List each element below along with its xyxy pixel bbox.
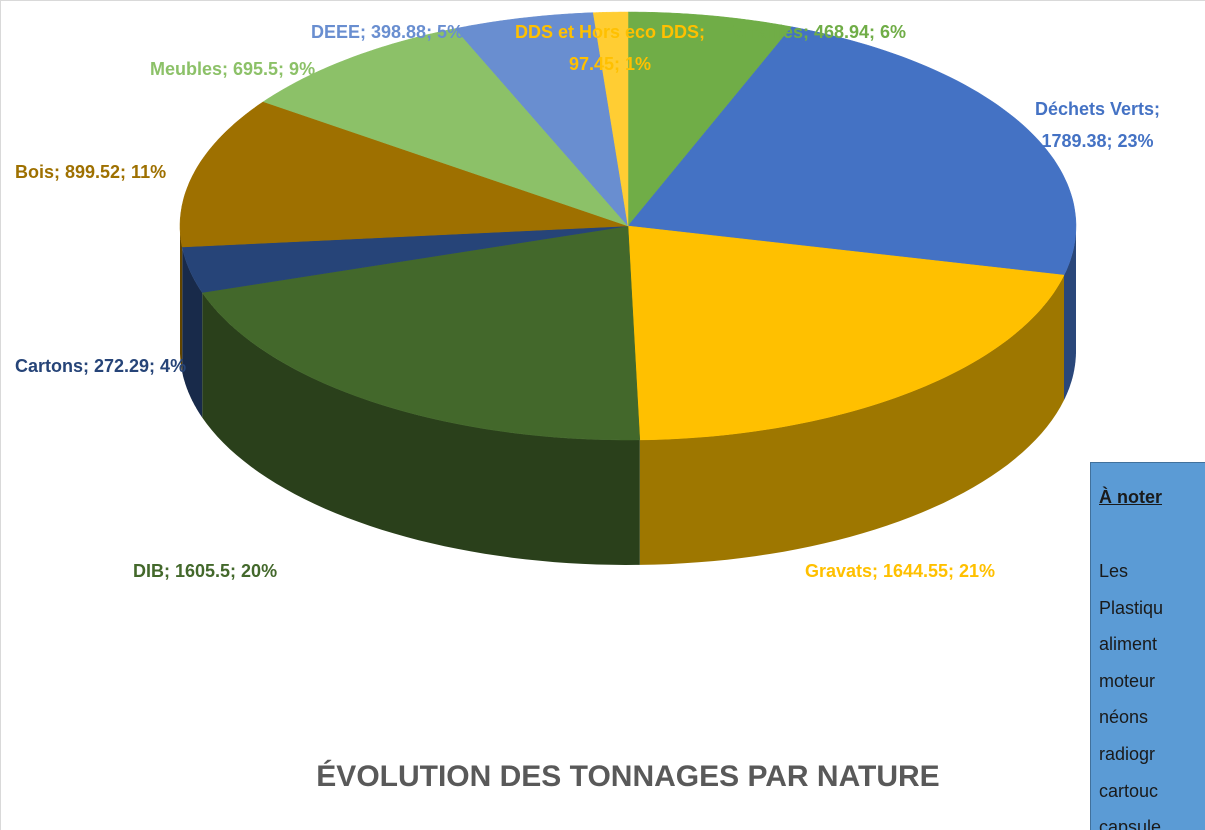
data-label: DEEE; 398.88; 5% [311,22,464,42]
slice [454,12,629,227]
slice [181,225,629,293]
slice [627,225,1065,441]
data-label: Ferrailles; 468.94; 6% [722,22,907,42]
note-line: Les [1099,561,1129,581]
note-line: Plastiqu [1099,597,1164,618]
data-label: Meubles; 695.5; 9% [150,59,316,79]
slice-side [639,275,1064,565]
slice-side [202,292,640,565]
note-line: radiogr [1099,744,1156,764]
data-label: DIB; 1605.5; 20% [133,561,278,581]
chart-title: ÉVOLUTION DES TONNAGES PAR NATURE [316,760,940,793]
data-label: Déchets Verts; 1789.38; 23% [1034,99,1161,151]
slice [592,11,629,227]
slice [627,26,1077,276]
note-box: À noter Les Plastiqu aliment moteur néons rad… [1090,462,1205,830]
slice-side [182,247,203,418]
note-line: cartouc [1099,780,1159,801]
slice [262,28,629,227]
slice [201,225,641,441]
note-line: moteur [1099,670,1156,691]
slice [627,11,793,227]
slice-side [1064,226,1076,401]
note-line: aliment [1099,634,1158,655]
note-line: capsule [1099,817,1162,830]
note-title: À noter [1099,487,1162,507]
data-label: Bois; 899.52; 11% [15,162,167,182]
slice-side [180,226,183,372]
note-line: néons [1099,707,1149,728]
data-label: Gravats; 1644.55; 21% [804,561,996,581]
data-label: DDS et Hors eco DDS; 97.45; 1% [514,22,706,74]
slice [179,101,629,248]
data-label: Cartons; 272.29; 4% [15,356,187,376]
